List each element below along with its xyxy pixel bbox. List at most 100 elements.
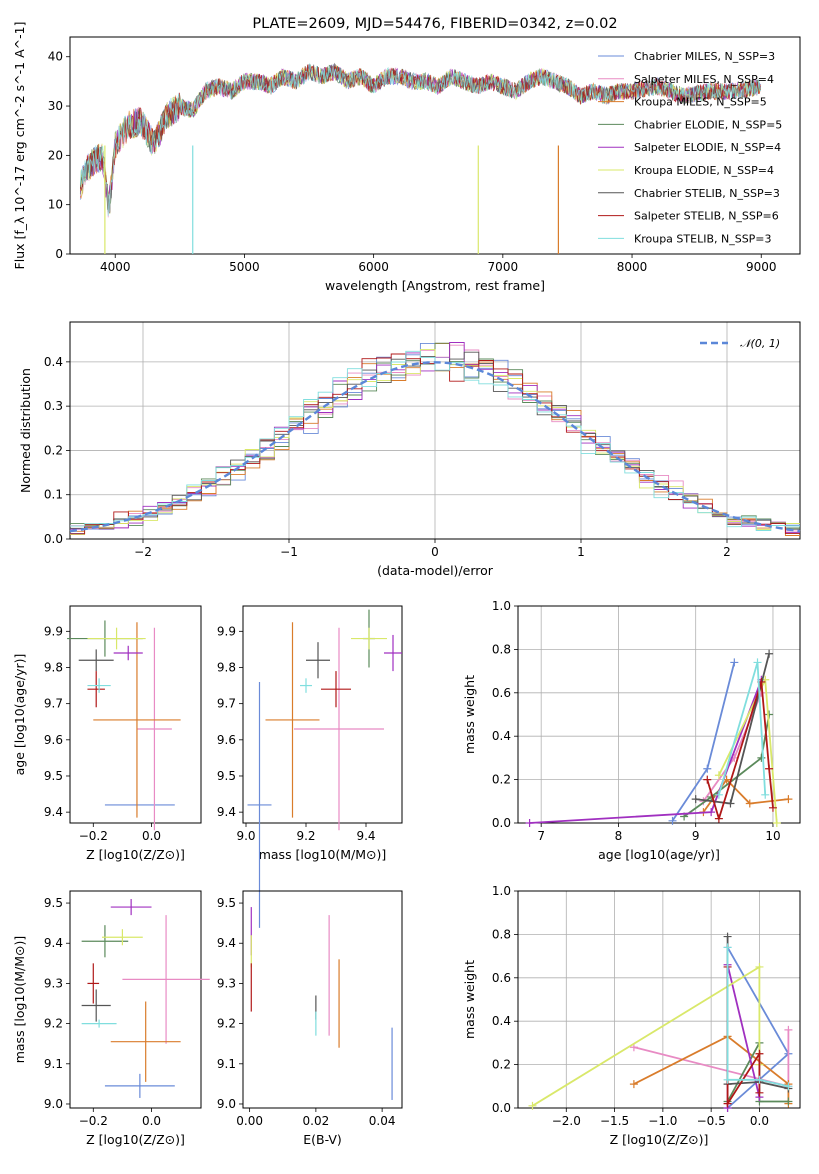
axes-frame [69,890,202,1109]
axes-frame [242,605,403,824]
panel-0: 4000 5000 6000 7000 8000 9000 0 10 20 30 40 wavelen… [12,16,801,293]
x-axis-label: mass [log10(M/M⊙)] [259,847,387,862]
x-tick-label: −1.0 [648,1114,677,1128]
data-point [755,962,764,971]
spectrum-line [79,62,762,216]
y-tick-label: 9.4 [44,805,63,819]
series-line [726,964,761,1108]
y-tick-label: 0.8 [492,642,511,656]
panel-1: −2 −1 0 1 2 0.0 0.1 0.2 0.3 0.4 (data-model)/error… [18,321,801,578]
data-point [525,819,534,827]
panel-2: −0.2 0.0 9.4 9.5 9.6 9.7 9.8 9.9 Z [log10(Z/Z⊙)]… [12,605,202,862]
x-tick-label: 0.0 [750,1114,769,1128]
y-tick-label: 0 [55,247,63,261]
series-line [726,947,789,1088]
y-tick-label: 9.6 [217,733,236,747]
y-tick-label: 9.0 [44,1097,63,1111]
y-tick-label: 0.0 [492,1101,511,1115]
panel-6: 0.00 0.02 0.04 9.0 9.1 9.2 9.3 9.4 9.5 E(B-V) [217,890,403,1147]
data-point [714,814,723,823]
y-tick-label: 0.6 [492,971,511,985]
data-point [703,775,712,784]
y-axis-label: mass [log10(M/M⊙)] [12,936,27,1064]
y-axis-label: Normed distribution [18,368,33,493]
y-axis-label: age [log10(age/yr)] [12,654,27,776]
legend-label: Salpeter ELODIE, N_SSP=4 [634,141,781,154]
y-tick-label: 9.5 [44,896,63,910]
y-tick-label: 9.1 [44,1057,63,1071]
data-point [765,764,774,773]
y-tick-label: 0.6 [492,686,511,700]
x-tick-label: 4000 [100,260,131,274]
chart-title: PLATE=2609, MJD=54476, FIBERID=0342, z=0… [252,16,617,32]
data-point [528,1101,537,1110]
x-tick-label: −0.2 [79,1114,108,1128]
data-point [726,799,735,808]
y-tick-label: 10 [48,198,63,212]
legend-label: Salpeter MILES, N_SSP=4 [634,73,774,86]
y-tick-label: 30 [48,99,63,113]
x-tick-label: 10 [765,829,780,843]
data-point [703,764,712,773]
y-tick-label: 9.5 [217,896,236,910]
legend-label: Salpeter STELIB, N_SSP=6 [634,210,779,223]
x-tick-label: 0.0 [142,1114,161,1128]
data-point [784,1082,793,1091]
data-point [784,1097,793,1106]
legend-label: Chabrier STELIB, N_SSP=3 [634,187,780,200]
axes-frame [517,605,801,824]
x-axis-label: age [log10(age/yr)] [598,847,720,862]
x-tick-label: −2.0 [552,1114,581,1128]
normal-reference-curve [69,361,801,533]
x-tick-label: 6000 [358,260,389,274]
x-tick-label: −0.2 [79,829,108,843]
y-tick-label: 0.2 [44,443,63,457]
y-tick-label: 0.0 [44,532,63,546]
data-point [768,803,777,812]
y-tick-label: 9.2 [217,1017,236,1031]
data-point [723,1099,732,1108]
y-tick-label: 9.6 [44,733,63,747]
y-tick-label: 0.2 [492,1058,511,1072]
x-axis-label: Z [log10(Z/Z⊙)] [610,1132,709,1147]
y-axis-label: mass weight [462,675,477,754]
x-tick-label: 5000 [229,260,260,274]
data-point [723,932,732,941]
x-tick-label: 7 [537,829,545,843]
data-point [761,790,770,799]
x-tick-label: 0.00 [236,1114,263,1128]
data-point [723,1075,732,1084]
data-point [784,795,793,804]
y-tick-label: 9.7 [44,697,63,711]
x-tick-label: −2 [134,545,152,559]
data-point [772,819,781,827]
legend-label: Kroupa STELIB, N_SSP=3 [634,232,772,245]
data-point [784,1025,793,1034]
x-tick-label: 7000 [488,260,519,274]
y-tick-label: 9.4 [217,936,236,950]
spectrum-line [79,64,762,213]
series-line [702,778,789,813]
y-tick-label: 0.4 [492,1014,511,1028]
axes-frame [517,890,801,1109]
data-point [755,1075,764,1084]
data-point [753,658,762,667]
panel-7: −2.0 −1.5 −1.0 −0.5 0.0 0.0 0.2 0.4 0.6 0.8 1.0 Z [… [462,884,801,1147]
series-line [529,679,763,824]
y-tick-label: 9.7 [217,697,236,711]
legend-label: Kroupa ELODIE, N_SSP=4 [634,164,774,177]
y-tick-label: 9.4 [217,805,236,819]
x-tick-label: −1.5 [600,1114,629,1128]
axes-frame [69,36,801,255]
x-tick-label: −0.5 [697,1114,726,1128]
y-tick-label: 0.4 [492,729,511,743]
data-point [757,753,766,762]
y-tick-label: 0.2 [492,773,511,787]
y-tick-label: 0.8 [492,927,511,941]
series-line [726,936,789,1090]
y-tick-label: 20 [48,148,63,162]
x-tick-label: 9000 [746,260,777,274]
y-axis-label: Flux [f_λ 10^-17 erg cm^-2 s^-1 A^-1] [12,22,27,270]
x-axis-label: E(B-V) [303,1132,342,1147]
